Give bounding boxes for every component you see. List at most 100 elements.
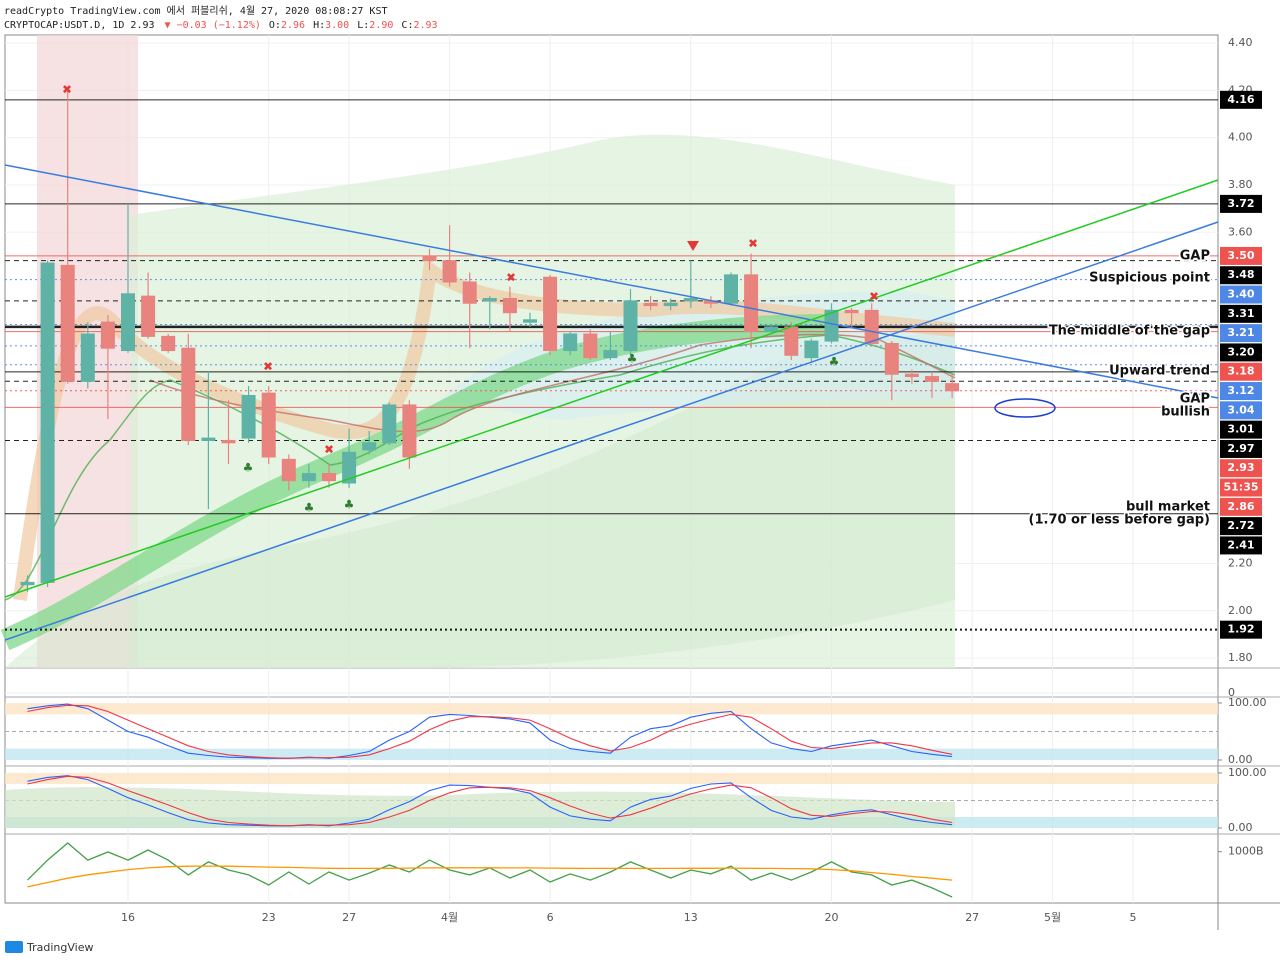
x-tick-label: 13	[684, 911, 698, 924]
price-label: 2.72	[1227, 519, 1254, 532]
annotation: GAP	[1180, 392, 1210, 407]
y-tick-label: 2.20	[1228, 556, 1253, 569]
trendline	[4, 179, 1219, 598]
price-label: 3.21	[1227, 326, 1254, 339]
price-label-box	[1220, 439, 1262, 458]
price-label-box	[1220, 324, 1262, 343]
signal-marker: ♣	[627, 352, 638, 366]
price-label: 3.31	[1227, 307, 1254, 320]
price-label-box	[1220, 343, 1262, 362]
indicator-line	[27, 842, 953, 898]
candle-body	[121, 293, 135, 352]
overbought-band	[5, 772, 1218, 784]
annotation: The middle of the gap	[1049, 324, 1210, 339]
candle-body	[744, 274, 759, 333]
y-tick-label: 2.00	[1228, 604, 1253, 617]
marks	[5, 90, 1218, 898]
x-tick-label: 5월	[1044, 911, 1061, 924]
drawings: ✖ ✖ ✖ ✖ ✖ ✖ ♣ ♣ ♣ ♣ ♣ GAP Suspicious poi…	[4, 83, 1219, 641]
y-tick-label: 100.00	[1228, 766, 1267, 779]
footer-text: TradingView	[26, 941, 93, 954]
price-label: 3.50	[1227, 249, 1254, 262]
price-label-box	[1220, 90, 1262, 109]
y-tick-label: 0.00	[1228, 753, 1253, 766]
price-label: 3.40	[1227, 288, 1254, 301]
ohlc-value: 2.93	[413, 20, 437, 31]
candle-body	[141, 295, 156, 337]
annotation: bull market	[1126, 500, 1210, 515]
y-tick-label: 4.40	[1228, 36, 1253, 49]
price-label-box	[1220, 536, 1262, 555]
signal-marker: ✖	[324, 443, 334, 457]
y-tick-label: 4.00	[1228, 131, 1253, 144]
signal-marker: ♣	[829, 355, 840, 369]
candle-body	[643, 302, 658, 307]
signal-marker: ✖	[263, 360, 273, 374]
price-label-box	[1220, 497, 1262, 516]
annotation: (1.70 or less before gap)	[1029, 513, 1210, 528]
candle-body	[844, 309, 859, 314]
candle-body	[201, 437, 216, 441]
candle-body	[663, 302, 678, 307]
ohlc-value: 3.00	[325, 20, 349, 31]
change: ▼ −0.03 (−1.12%)	[165, 20, 261, 31]
candle-body	[382, 404, 397, 444]
ohlc-value: 2.96	[281, 20, 305, 31]
cloud	[5, 787, 955, 828]
price-label: 3.48	[1227, 268, 1254, 281]
candle-body	[301, 473, 316, 482]
ohlc-key: L:	[357, 20, 369, 31]
signal-marker: ♣	[243, 461, 254, 475]
candle-body	[904, 373, 919, 378]
candle-body	[462, 281, 477, 304]
overbought-band	[5, 702, 1218, 715]
price-label-box	[1220, 194, 1262, 213]
price-axis: 16 23 27 4월 6 13 20 27 5월 54.404.204.003.803.602.…	[121, 36, 1267, 924]
candle-body	[563, 333, 578, 352]
candle-body	[80, 333, 95, 382]
candle-body	[804, 340, 819, 359]
candle-body	[764, 326, 779, 333]
x-tick-label: 5	[1130, 911, 1137, 924]
price-label-box	[1220, 304, 1262, 323]
y-tick-label: 0.00	[1228, 821, 1253, 834]
y-tick-label: 100.00	[1228, 696, 1267, 709]
price-label-box	[1220, 401, 1262, 420]
x-tick-label: 6	[547, 911, 554, 924]
footer-logo: TradingView	[5, 941, 93, 954]
x-tick-label: 20	[825, 911, 839, 924]
signal-marker: ♣	[304, 501, 315, 515]
candle-body	[945, 383, 960, 392]
candle-body	[342, 451, 357, 484]
indicator-line	[27, 775, 953, 827]
ohlc-key: O:	[269, 20, 281, 31]
trendline	[4, 164, 1219, 399]
price-label-box	[1220, 382, 1262, 401]
ohlc-key: H:	[313, 20, 325, 31]
logo-icon	[5, 941, 23, 953]
candle-body	[523, 319, 537, 323]
triangle-marker	[687, 241, 699, 251]
ribbon	[0, 314, 831, 651]
price-label-box	[1220, 478, 1262, 497]
header-title: readCrypto TradingView.com 에서 퍼블리쉬, 4월 2…	[4, 5, 388, 17]
price-label: 51:35	[1223, 481, 1258, 494]
sell-signals: ✖ ✖ ✖ ✖ ✖ ✖	[62, 83, 879, 457]
candle-body	[583, 333, 598, 359]
candle-body	[221, 439, 236, 444]
price-label: 2.41	[1227, 538, 1254, 551]
candle-body	[241, 394, 256, 439]
indicator-overlays	[0, 35, 956, 668]
price-label: 4.16	[1227, 93, 1254, 106]
y-tick-label: 1000B	[1228, 845, 1264, 858]
price-label: 1.92	[1227, 623, 1254, 636]
volume-tick-label: 0	[1228, 686, 1235, 699]
price-label: 3.72	[1227, 197, 1254, 210]
x-tick-label: 27	[342, 911, 356, 924]
indicator-line	[27, 704, 953, 759]
annotation: bullish	[1161, 405, 1210, 420]
price-label: 2.86	[1227, 500, 1254, 513]
x-tick-label: 27	[965, 911, 979, 924]
annotation: GAP	[1180, 249, 1210, 264]
